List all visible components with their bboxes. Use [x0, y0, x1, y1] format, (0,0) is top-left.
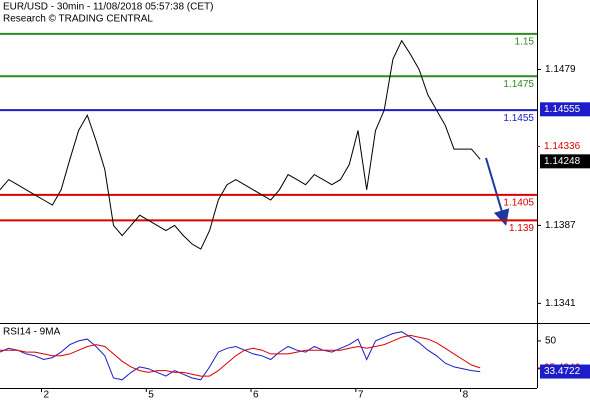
price-marker-label: 1.14555: [544, 104, 581, 115]
y-tick-label: 1.1387: [545, 220, 576, 231]
level-label: 1.1475: [503, 79, 534, 90]
price-marker-label: 33.4722: [544, 366, 581, 377]
price-marker: [540, 102, 590, 117]
forecast-arrow: [485, 157, 510, 226]
price-marker-label: 1.14336: [544, 141, 581, 152]
y-tick-label: 1.1341: [545, 298, 576, 309]
x-tick-label: 2: [43, 390, 49, 400]
level-label: 1.15: [515, 37, 535, 48]
x-tick-label: 5: [148, 390, 154, 400]
price-marker: [540, 154, 590, 169]
rsi-title: RSI14 - 9MA: [3, 327, 61, 338]
price-marker: [540, 364, 590, 379]
price-marker-label: 1.14248: [544, 156, 581, 167]
series-line: [0, 39, 481, 250]
x-tick-label: 7: [358, 390, 364, 400]
y-tick-label: 1.1479: [545, 64, 576, 75]
chart-title: EUR/USD - 30min - 11/08/2018 05:57:38 (C…: [3, 2, 213, 13]
x-tick-label: 6: [253, 390, 259, 400]
y-tick-label: 50: [545, 336, 557, 347]
series-line: [0, 334, 481, 377]
level-label: 1.1405: [503, 198, 534, 209]
x-tick-label: 8: [463, 390, 469, 400]
level-label: 1.139: [509, 223, 534, 234]
chart-subtitle: Research © TRADING CENTRAL: [3, 14, 153, 25]
level-label: 1.1455: [503, 113, 534, 124]
series-line: [0, 331, 481, 381]
